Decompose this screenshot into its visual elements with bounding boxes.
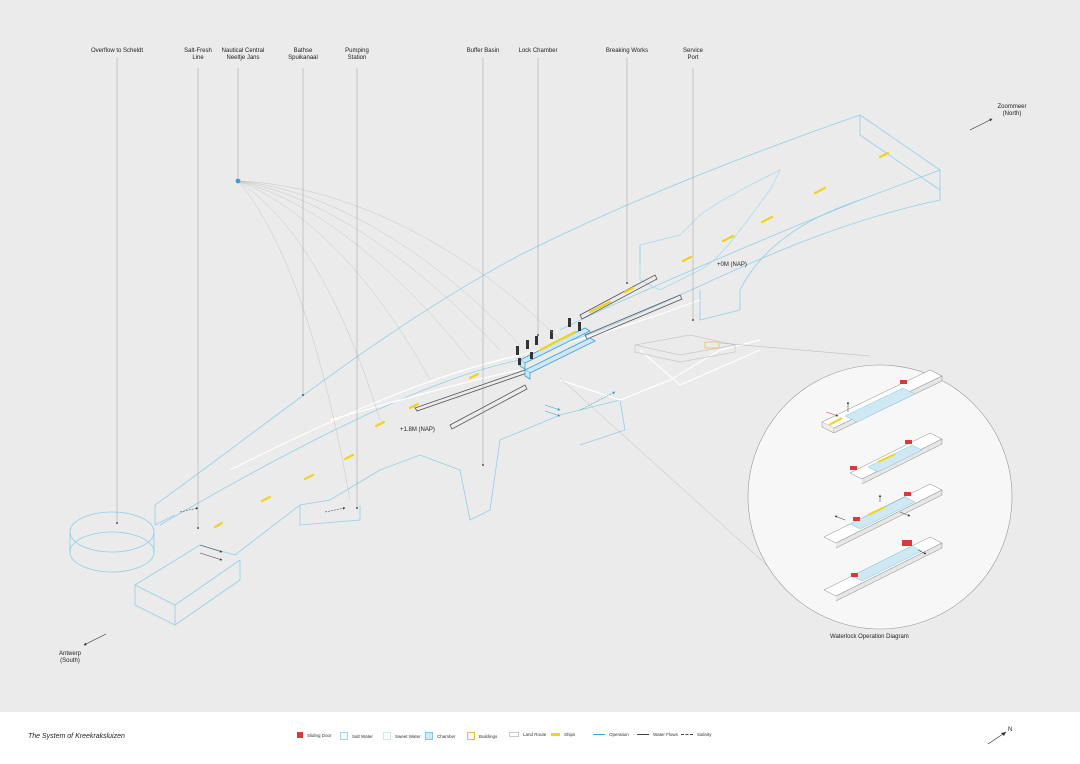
salinity-arrows xyxy=(179,507,346,561)
land-route xyxy=(229,299,761,471)
waterlock-diagram xyxy=(747,364,1013,630)
legend-label: Sliding Door xyxy=(307,732,332,738)
operation-swatch xyxy=(593,734,605,735)
north-arrow xyxy=(969,118,993,131)
south-arrow xyxy=(83,633,107,646)
callout-salt-fresh-line: Salt-Fresh Line xyxy=(184,48,212,61)
north-direction-label: Zoommeer (North) xyxy=(997,104,1027,117)
legend-water-flows: Water Flows xyxy=(637,732,678,737)
legend-ships: Ships xyxy=(551,732,575,737)
legend-label: Land Route xyxy=(523,732,547,737)
callout-pumping-station: Pumping Station xyxy=(345,48,369,61)
legend-salinity: Salinity xyxy=(681,732,712,737)
lock-gates xyxy=(516,318,581,365)
legend-buildings: Buildings xyxy=(467,732,497,740)
legend-chamber: Chamber xyxy=(425,732,456,740)
axonometric-drawing: Overflow to Scheldt Salt-Fresh Line Naut… xyxy=(58,48,1027,664)
legend-label: Salinity xyxy=(697,732,712,737)
nautical-central-links xyxy=(237,180,561,501)
water-level-upper: +0M (NAP) xyxy=(717,262,747,268)
callout-breaking-works: Breaking Works xyxy=(605,48,649,54)
service-port xyxy=(634,334,736,363)
legend-sweet-water: Sweet Water xyxy=(383,732,421,740)
callout-buffer-basin: Buffer Basin xyxy=(466,48,500,54)
land-route-swatch xyxy=(509,732,519,737)
south-direction-label: Antwerp (South) xyxy=(58,651,81,664)
water-flows-swatch xyxy=(637,734,649,735)
legend-salt-water: Salt Water xyxy=(340,732,373,740)
diagram-title: Waterlock Operation Diagram xyxy=(830,634,909,640)
north-label: N xyxy=(1008,727,1013,733)
zoom-lines xyxy=(559,342,871,569)
legend-label: Buildings xyxy=(479,733,498,739)
salt-water-swatch xyxy=(340,732,348,740)
sliding-door-swatch xyxy=(297,732,303,738)
legend-operation: Operation xyxy=(593,732,629,737)
legend-label: Chamber xyxy=(437,733,456,739)
north-arrow-icon xyxy=(987,731,1007,745)
step-4 xyxy=(823,536,943,602)
overflow-cylinder xyxy=(69,511,155,573)
ships-swatch xyxy=(551,733,560,736)
buildings-swatch xyxy=(467,732,475,740)
salinity-swatch xyxy=(681,734,693,735)
step-3 xyxy=(823,483,943,549)
step-1 xyxy=(821,369,943,434)
lock-system-svg xyxy=(69,58,1013,646)
water-flow-arrows xyxy=(544,391,616,417)
legend-label: Ships xyxy=(564,732,576,737)
nautical-central-marker xyxy=(235,178,241,184)
callout-leaders xyxy=(116,58,694,528)
callout-service-port: Service Port xyxy=(682,48,703,61)
callout-bathse-spuikanaal: Bathse Spuikanaal xyxy=(288,48,318,61)
callout-nautical-central: Nautical Central Neeltje Jans xyxy=(221,48,265,61)
legend-label: Sweet Water xyxy=(395,733,421,739)
water-level-lower: +1.8M (NAP) xyxy=(400,427,435,433)
legend-sliding-door: Sliding Door xyxy=(297,732,332,738)
ships xyxy=(213,151,890,529)
leader-dots xyxy=(116,282,694,529)
step-2 xyxy=(849,432,943,485)
legend-label: Salt Water xyxy=(352,733,373,739)
callout-overflow-to-scheldt: Overflow to Scheldt xyxy=(90,48,144,54)
drawing-title: The System of Kreekraksluizen xyxy=(28,733,125,740)
legend-label: Operation xyxy=(609,732,629,737)
legend-label: Water Flows xyxy=(653,732,678,737)
canal-outline xyxy=(134,114,941,626)
chamber-swatch xyxy=(425,732,433,740)
sweet-water-swatch xyxy=(383,732,391,740)
callout-lock-chamber: Lock Chamber xyxy=(518,48,558,54)
legend-land-route: Land Route xyxy=(509,732,546,737)
footer-bar xyxy=(0,712,1080,764)
